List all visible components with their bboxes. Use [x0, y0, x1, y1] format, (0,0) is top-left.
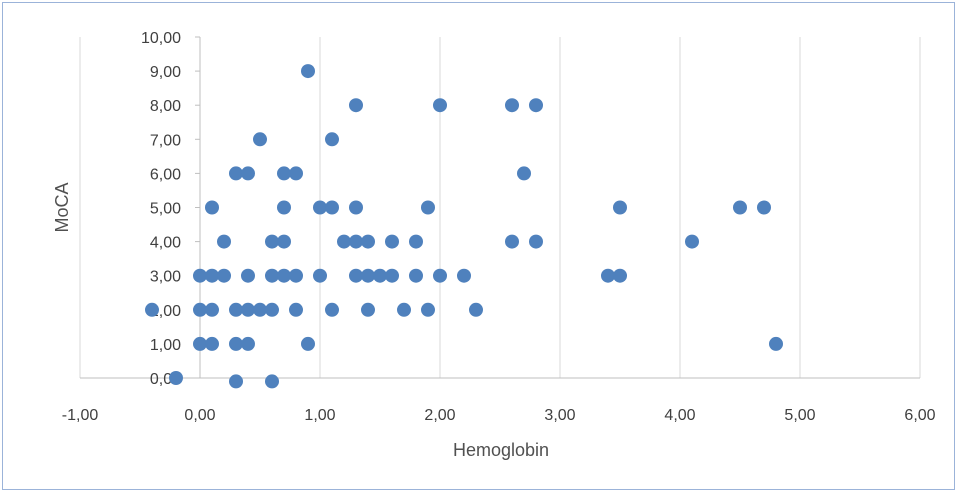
data-point	[325, 200, 339, 215]
data-point	[193, 268, 207, 283]
data-point	[169, 371, 183, 385]
data-point	[373, 268, 387, 283]
data-point	[241, 166, 255, 181]
data-point	[349, 200, 363, 215]
data-point	[397, 302, 411, 317]
data-point	[421, 200, 435, 215]
data-point	[433, 268, 447, 283]
x-tick-label: -1,00	[62, 407, 99, 424]
data-point	[205, 302, 219, 317]
data-point	[529, 98, 543, 113]
data-point	[205, 336, 219, 351]
data-point	[313, 200, 327, 215]
data-point	[265, 374, 279, 389]
data-point	[361, 302, 375, 317]
y-tick-label: 8,00	[150, 98, 181, 115]
data-point	[229, 166, 243, 181]
data-point	[229, 374, 243, 389]
y-tick-label: 4,00	[150, 235, 181, 252]
data-point	[505, 98, 519, 113]
x-tick-label: 2,00	[424, 407, 455, 424]
data-point	[253, 302, 267, 317]
data-point	[277, 268, 291, 283]
data-point	[229, 336, 243, 351]
data-point	[349, 234, 363, 249]
x-tick-label: 0,00	[184, 407, 215, 424]
data-point	[517, 166, 531, 181]
data-point	[193, 302, 207, 317]
data-point	[349, 268, 363, 283]
data-point	[769, 336, 783, 351]
tick-labels: 0,00 1,00 2,00 3,00 4,00 5,00 6,00 7,00 8,00 9,00…	[62, 30, 936, 424]
data-point	[301, 336, 315, 351]
data-point	[409, 234, 423, 249]
data-point	[289, 302, 303, 317]
data-point	[733, 200, 747, 215]
y-tick-label: 5,00	[150, 201, 181, 218]
data-point	[277, 166, 291, 181]
data-point	[613, 268, 627, 283]
data-point	[421, 302, 435, 317]
data-point	[385, 234, 399, 249]
x-tick-label: 5,00	[784, 407, 815, 424]
data-point	[217, 234, 231, 249]
y-tick-label: 3,00	[150, 269, 181, 286]
x-tick-label: 3,00	[544, 407, 575, 424]
data-point	[301, 64, 315, 79]
y-tick-label: 7,00	[150, 132, 181, 149]
data-point	[229, 302, 243, 317]
grid-lines	[79, 37, 921, 378]
data-point	[757, 200, 771, 215]
x-tick-label: 4,00	[664, 407, 695, 424]
data-point	[325, 132, 339, 147]
data-point	[337, 234, 351, 249]
data-point	[217, 268, 231, 283]
y-axis-title: MoCA	[52, 182, 72, 232]
data-point	[277, 234, 291, 249]
data-point	[325, 302, 339, 317]
data-point	[529, 234, 543, 249]
data-point	[505, 234, 519, 249]
data-point	[289, 268, 303, 283]
data-point	[313, 268, 327, 283]
data-point	[433, 98, 447, 113]
data-point	[361, 268, 375, 283]
y-tick-label: 6,00	[150, 166, 181, 183]
data-point	[205, 268, 219, 283]
data-point	[349, 98, 363, 113]
x-tick-label: 6,00	[904, 407, 935, 424]
y-tick-label: 10,00	[141, 30, 181, 47]
x-tick-label: 1,00	[304, 407, 335, 424]
data-point	[265, 234, 279, 249]
data-point	[241, 336, 255, 351]
data-point	[409, 268, 423, 283]
data-point	[205, 200, 219, 215]
data-point	[613, 200, 627, 215]
data-point	[265, 268, 279, 283]
data-point	[601, 268, 615, 283]
data-point	[145, 302, 159, 317]
y-tick-label: 9,00	[150, 64, 181, 81]
data-point	[385, 268, 399, 283]
data-point	[193, 336, 207, 351]
data-point	[253, 132, 267, 147]
data-point	[289, 166, 303, 181]
data-point	[241, 268, 255, 283]
data-point	[469, 302, 483, 317]
data-point	[241, 302, 255, 317]
data-point	[277, 200, 291, 215]
data-point	[265, 302, 279, 317]
data-point	[457, 268, 471, 283]
data-point	[361, 234, 375, 249]
data-points	[145, 64, 783, 389]
x-axis-title: Hemoglobin	[453, 440, 549, 460]
axes	[80, 36, 920, 379]
y-tick-label: 1,00	[150, 337, 181, 354]
data-point	[685, 234, 699, 249]
